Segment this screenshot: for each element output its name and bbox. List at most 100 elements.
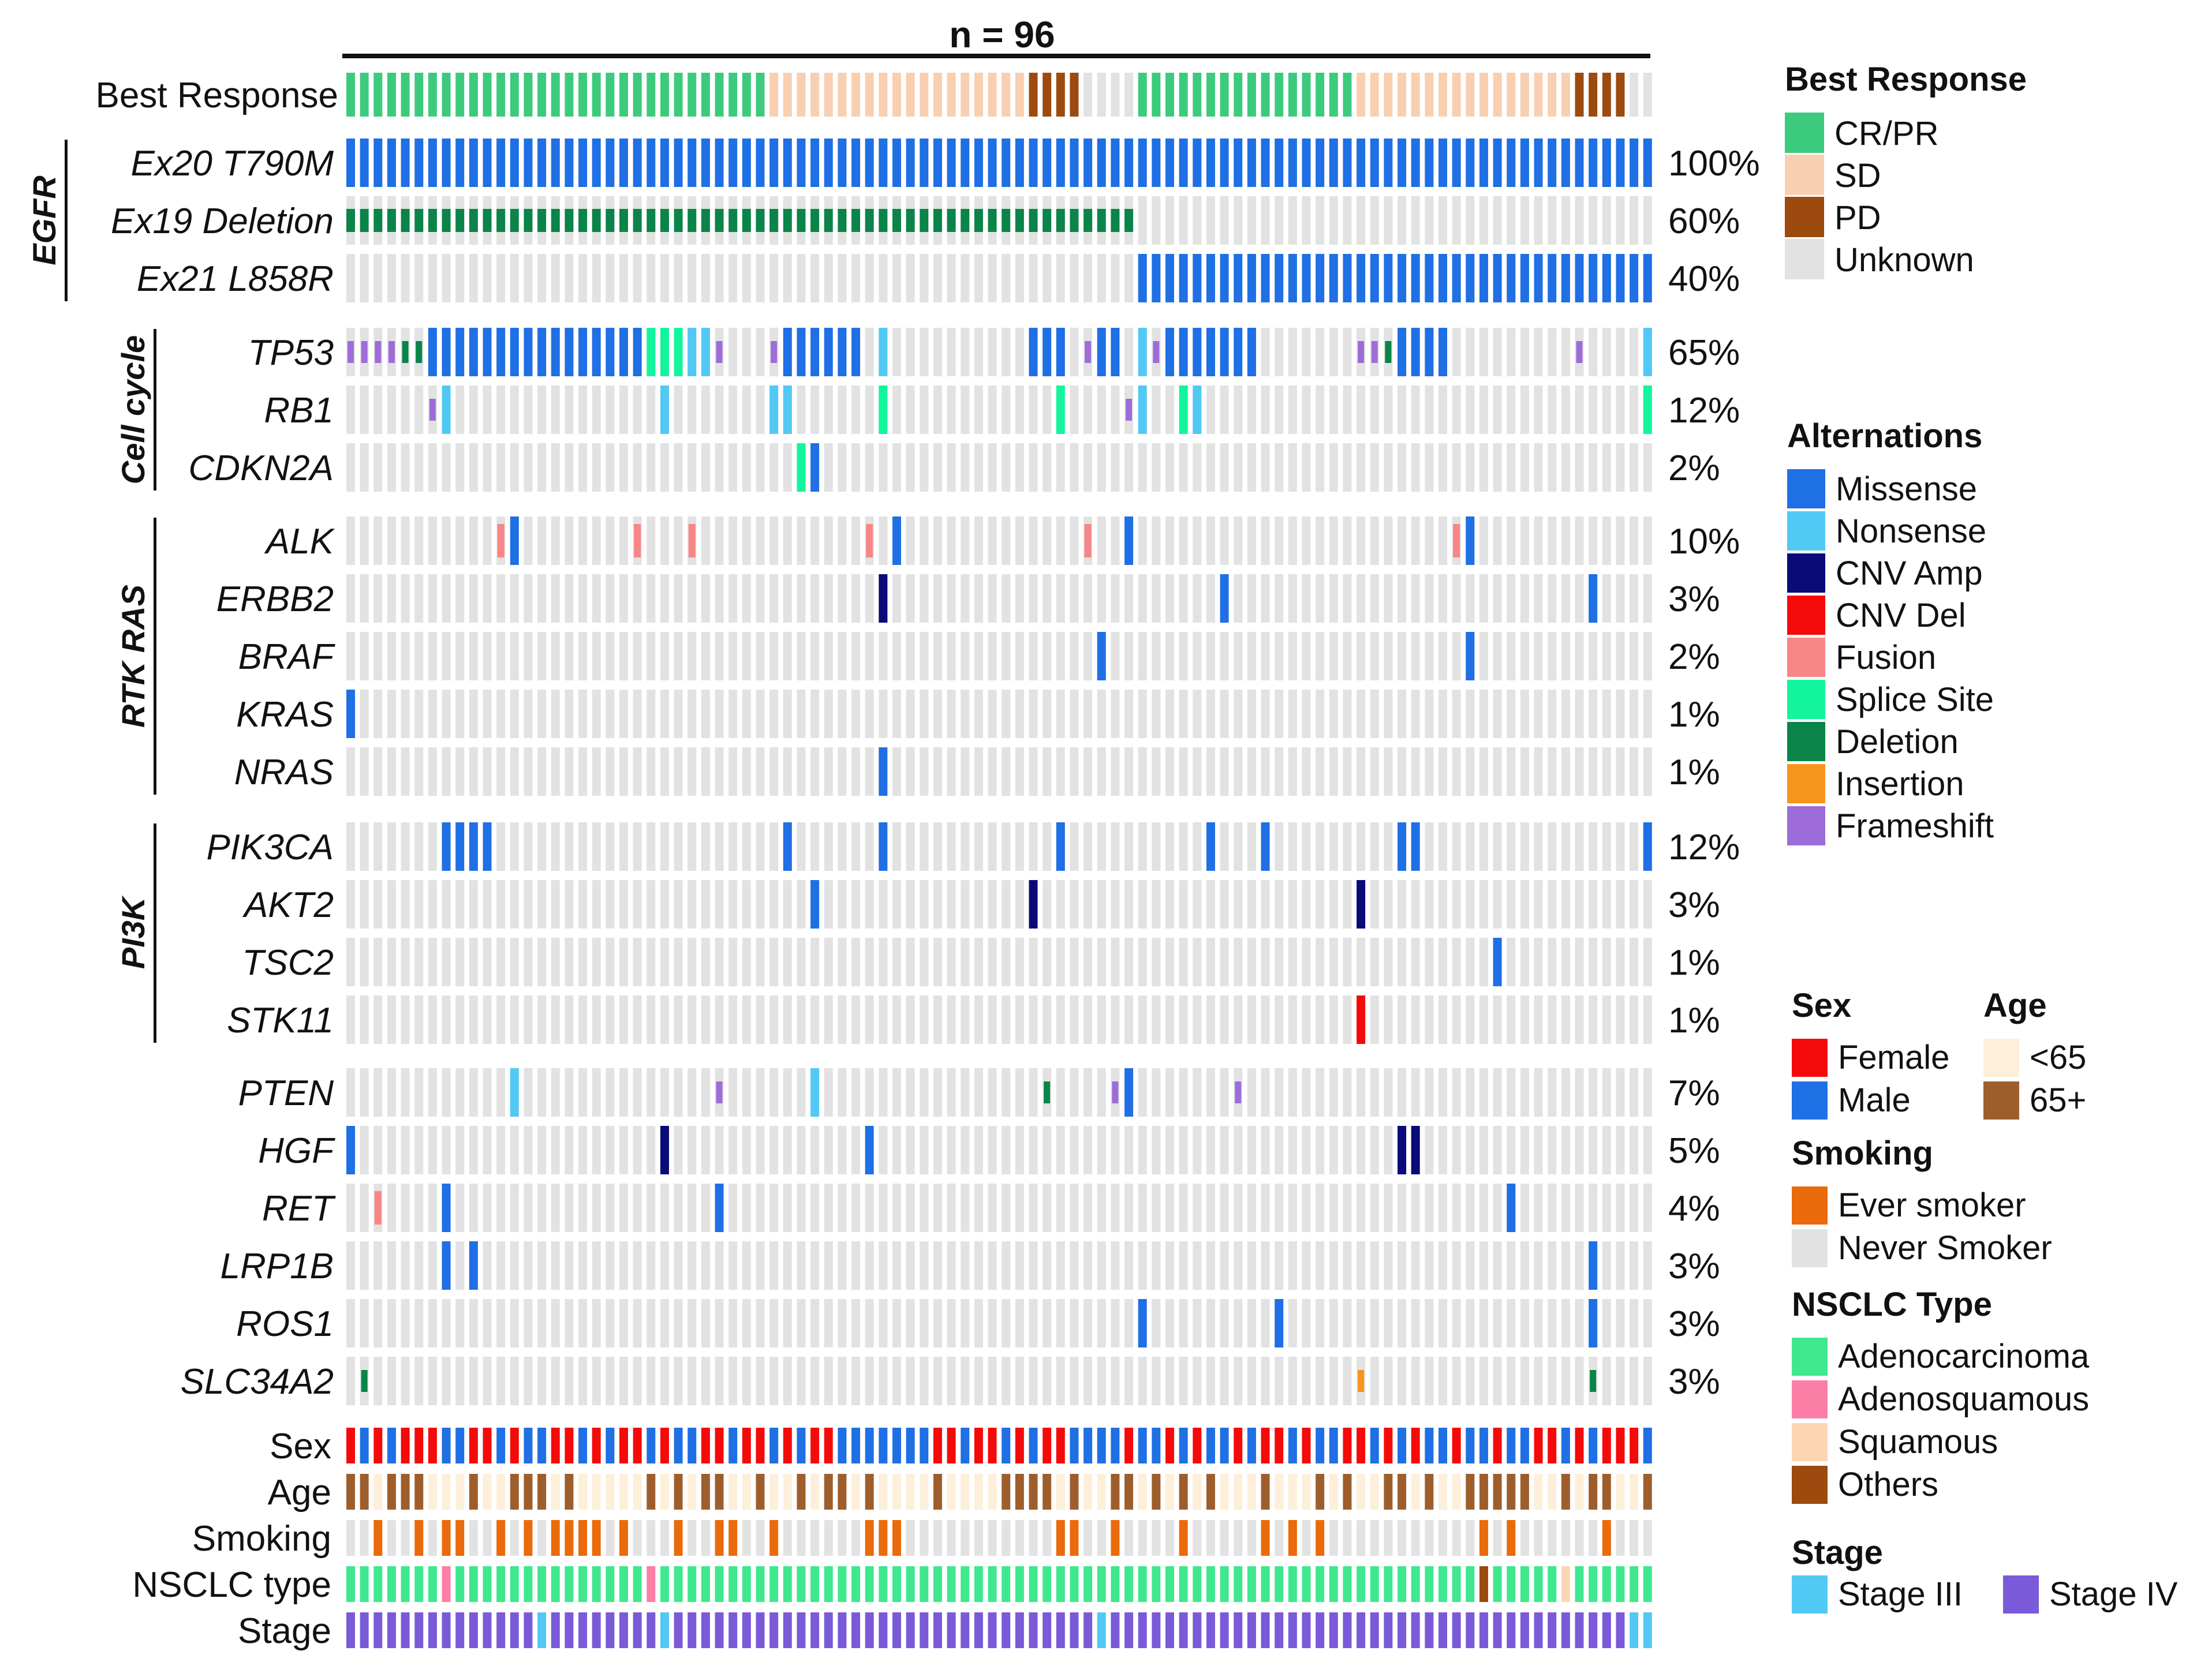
clinical-cell <box>756 1612 765 1648</box>
gene-bg-cell <box>606 995 615 1044</box>
gene-bg-cell <box>633 1068 642 1117</box>
gene-bg-cell <box>810 1357 820 1405</box>
gene-bg-cell <box>728 574 738 623</box>
clinical-cell <box>1275 1520 1284 1556</box>
clinical-cell <box>728 1612 738 1648</box>
clinical-cell <box>455 1566 465 1602</box>
gene-bg-cell <box>633 1299 642 1347</box>
gene-bg-cell <box>1220 516 1229 565</box>
alteration-cell <box>674 209 683 232</box>
gene-bg-cell <box>360 443 369 492</box>
gene-bg-cell <box>455 690 465 738</box>
gene-bg-cell <box>988 690 997 738</box>
gene-bg-cell <box>1507 938 1516 986</box>
clinical-cell <box>797 1428 806 1463</box>
gene-bg-cell <box>1070 1126 1079 1174</box>
gene-bg-cell <box>592 254 601 302</box>
gene-bg-cell <box>373 1299 383 1347</box>
gene-bg-cell <box>1097 254 1106 302</box>
gene-bg-cell <box>674 995 683 1044</box>
clinical-cell <box>1575 1566 1584 1602</box>
clinical-cell <box>1616 1612 1625 1648</box>
clinical-cell <box>1165 1566 1174 1602</box>
gene-percent: 3% <box>1668 1362 1720 1402</box>
gene-bg-cell <box>742 1126 751 1174</box>
gene-bg-cell <box>387 1126 396 1174</box>
gene-bg-cell <box>1411 1357 1420 1405</box>
gene-bg-cell <box>1111 1184 1120 1232</box>
gene-bg-cell <box>1124 822 1134 871</box>
gene-bg-cell <box>1411 632 1420 680</box>
best-response-cell <box>1206 73 1215 117</box>
gene-bg-cell <box>1275 385 1284 434</box>
gene-bg-cell <box>920 1184 929 1232</box>
gene-bg-cell <box>1043 443 1052 492</box>
gene-bg-cell <box>537 632 547 680</box>
alteration-cell <box>619 209 628 232</box>
gene-bg-cell <box>619 747 628 796</box>
gene-bg-cell <box>1234 632 1243 680</box>
group-label: PI3K <box>115 895 151 969</box>
gene-bg-cell <box>892 1241 901 1290</box>
gene-bg-cell <box>1384 1184 1393 1232</box>
gene-bg-cell <box>1493 1241 1502 1290</box>
clinical-cell <box>1247 1612 1256 1648</box>
gene-bg-cell <box>892 822 901 871</box>
clinical-cell <box>1548 1428 1557 1463</box>
gene-bg-cell <box>360 690 369 738</box>
gene-bg-cell <box>1056 1357 1065 1405</box>
gene-bg-cell <box>346 1184 355 1232</box>
clinical-cell <box>728 1474 738 1510</box>
alteration-cell <box>1165 328 1174 376</box>
clinical-cell <box>1165 1474 1174 1510</box>
best-response-cell <box>1411 73 1420 117</box>
clinical-cell <box>783 1474 792 1510</box>
alteration-cell <box>1370 254 1379 302</box>
gene-bg-cell <box>674 1068 683 1117</box>
gene-bg-cell <box>1015 516 1024 565</box>
legend-item-label: Others <box>1838 1466 1938 1503</box>
gene-bg-cell <box>1193 1299 1202 1347</box>
gene-bg-cell <box>838 1068 847 1117</box>
gene-bg-cell <box>1507 1299 1516 1347</box>
alteration-cell <box>1384 138 1393 187</box>
gene-bg-cell <box>1302 328 1311 376</box>
gene-percent: 2% <box>1668 448 1720 488</box>
gene-bg-cell <box>496 1299 506 1347</box>
gene-bg-cell <box>988 1126 997 1174</box>
gene-bg-cell <box>933 1068 942 1117</box>
gene-bg-cell <box>1643 196 1652 245</box>
gene-bg-cell <box>879 632 888 680</box>
gene-bg-cell <box>1070 995 1079 1044</box>
gene-bg-cell <box>455 995 465 1044</box>
gene-bg-cell <box>879 443 888 492</box>
gene-bg-cell <box>1029 516 1038 565</box>
clinical-cell <box>496 1520 506 1556</box>
gene-bg-cell <box>879 1068 888 1117</box>
gene-bg-cell <box>961 385 970 434</box>
alteration-cell <box>1371 341 1378 363</box>
gene-bg-cell <box>606 385 615 434</box>
alteration-cell <box>771 341 778 363</box>
gene-bg-cell <box>728 254 738 302</box>
gene-bg-cell <box>687 1068 697 1117</box>
gene-bg-cell <box>1357 1126 1366 1174</box>
alteration-cell <box>1329 254 1338 302</box>
gene-bg-cell <box>578 690 588 738</box>
gene-bg-cell <box>1302 880 1311 929</box>
gene-bg-cell <box>933 1184 942 1232</box>
clinical-cell <box>1043 1612 1052 1648</box>
alteration-cell <box>879 328 888 376</box>
gene-bg-cell <box>1616 196 1625 245</box>
gene-bg-cell <box>1165 1241 1174 1290</box>
gene-bg-cell <box>1575 516 1584 565</box>
legend-item-label: Female <box>1838 1039 1949 1076</box>
gene-bg-cell <box>838 632 847 680</box>
gene-bg-cell <box>578 1241 588 1290</box>
gene-bg-cell <box>660 1068 669 1117</box>
gene-bg-cell <box>1507 328 1516 376</box>
clinical-cell <box>1124 1520 1134 1556</box>
clinical-cell <box>742 1428 751 1463</box>
gene-bg-cell <box>1520 328 1529 376</box>
alteration-cell <box>592 209 601 232</box>
